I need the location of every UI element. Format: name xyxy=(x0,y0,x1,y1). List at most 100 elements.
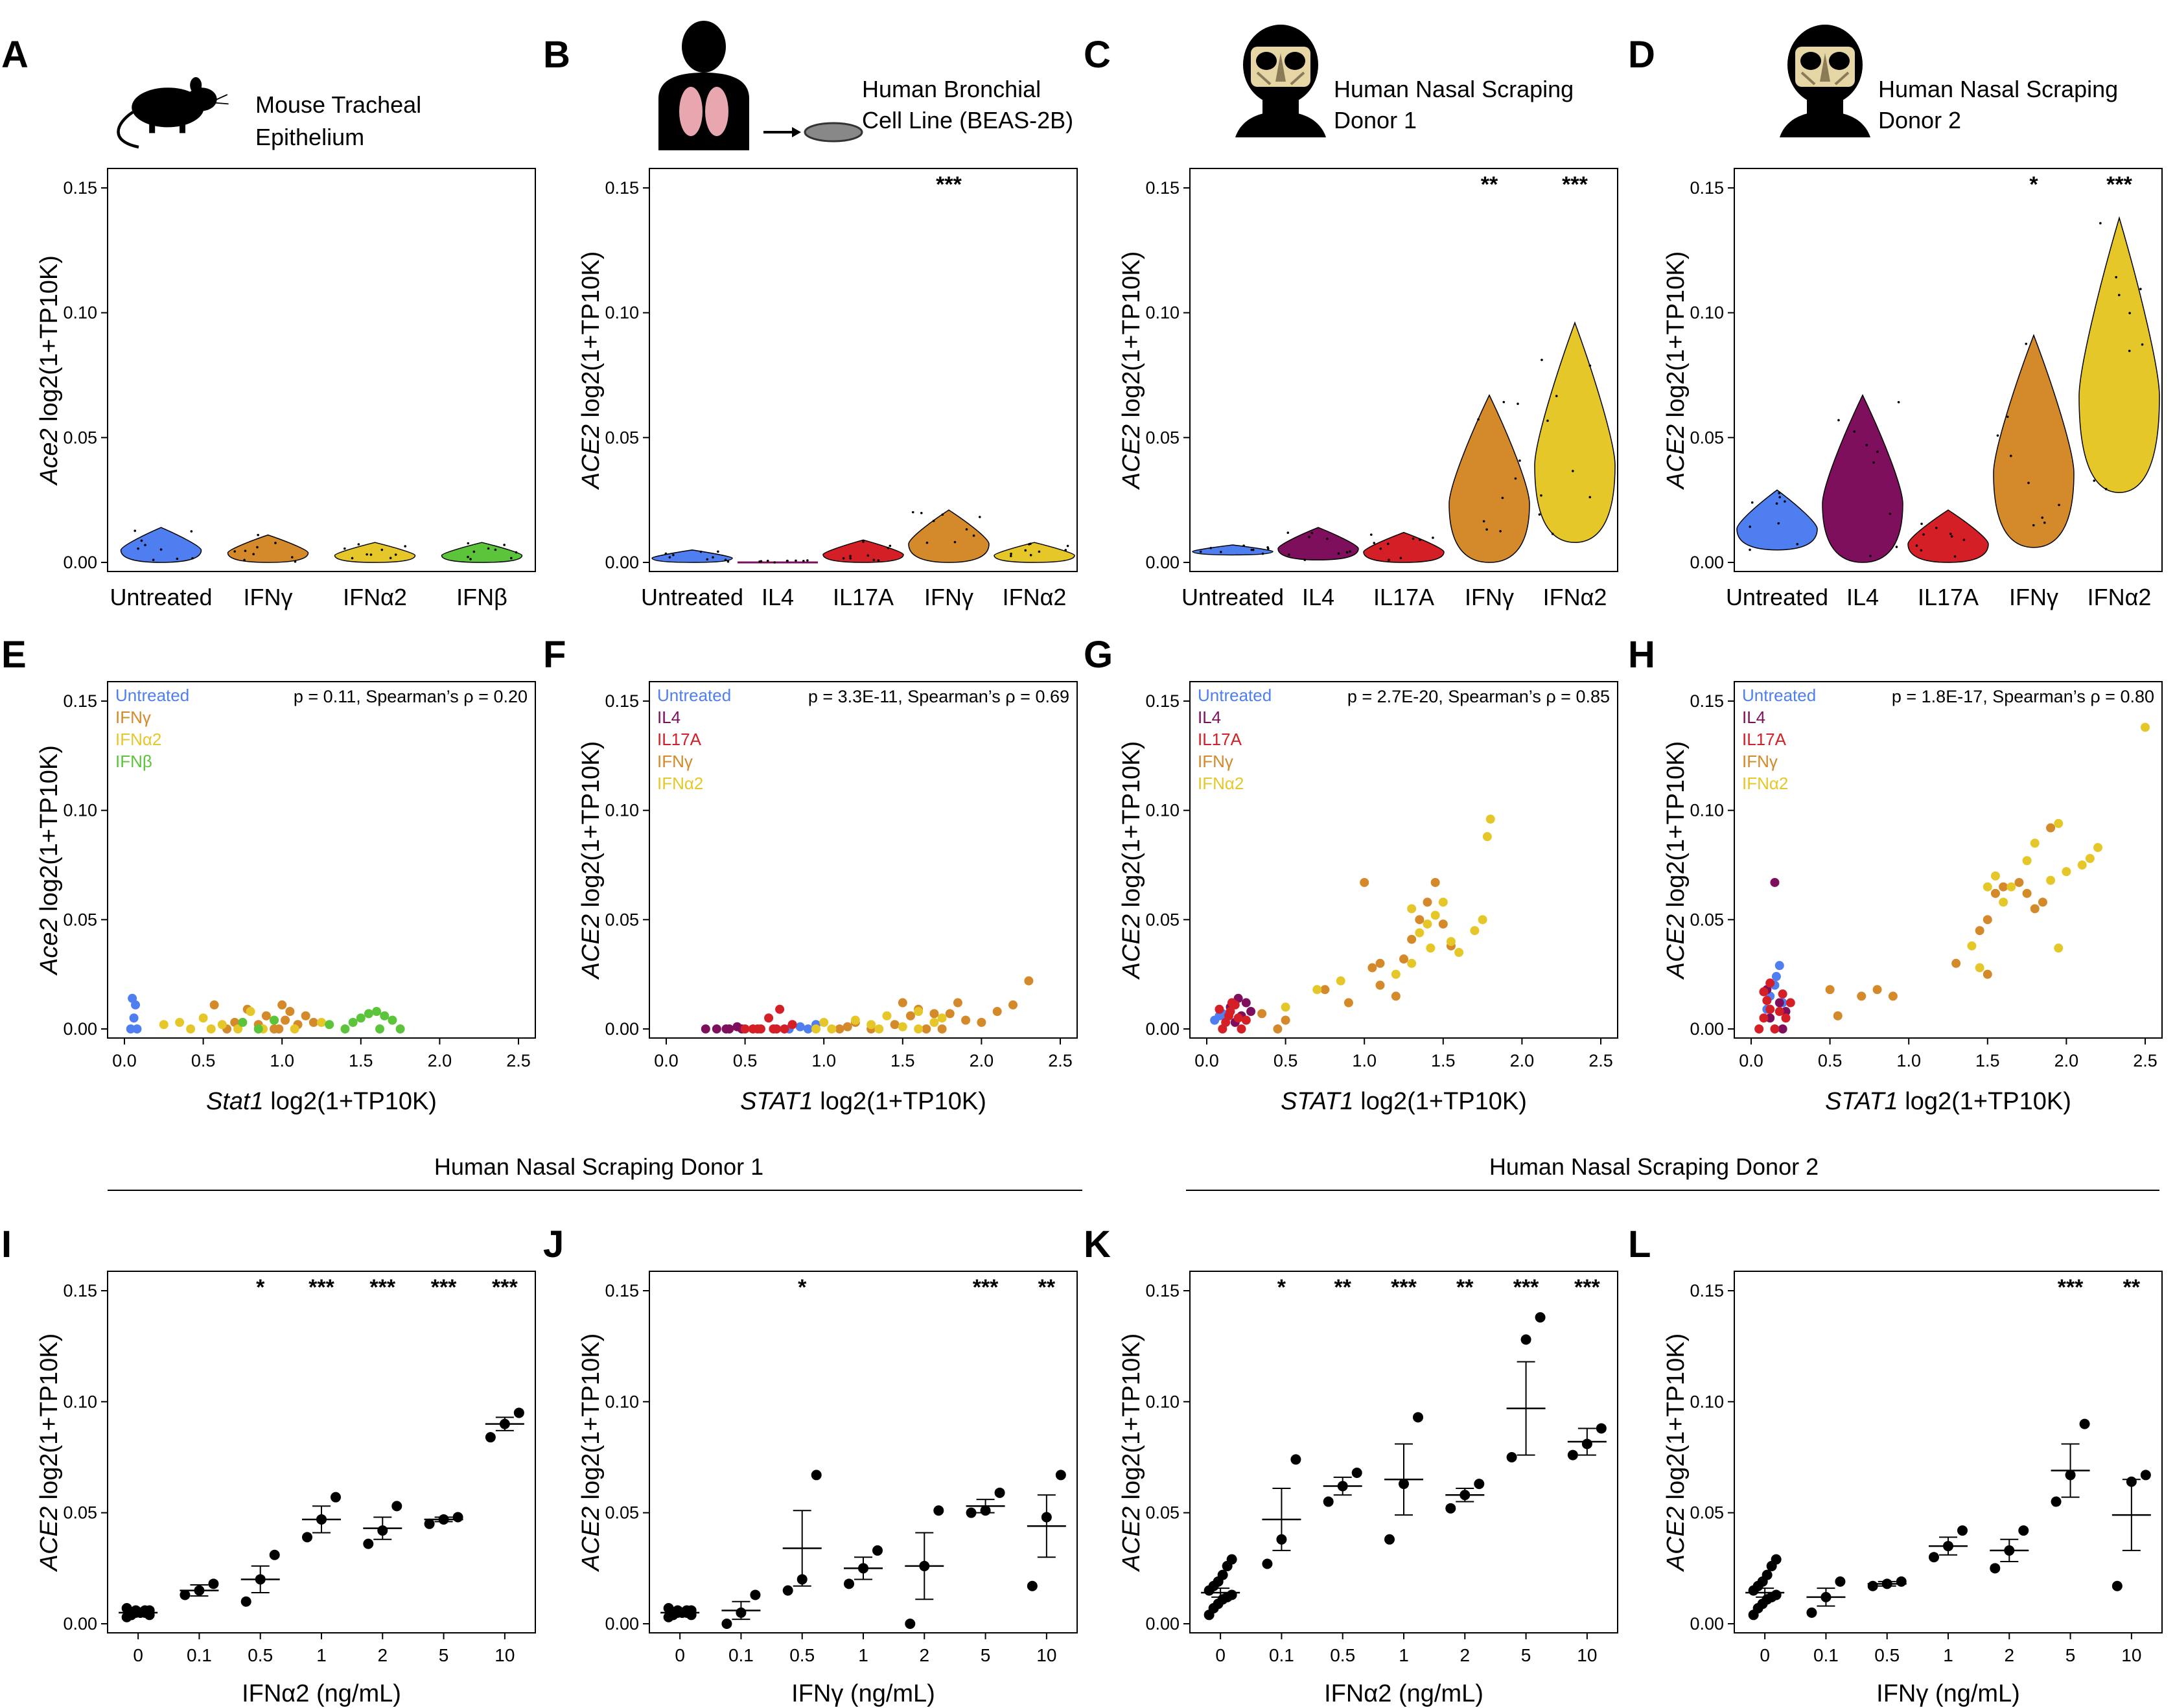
panel-I-replicate-point xyxy=(331,1492,341,1503)
panel-B-cell-dot xyxy=(965,528,968,531)
panel-B-violin xyxy=(651,549,733,563)
panel-C-violin xyxy=(1448,394,1530,563)
panel-G-y-axis-label: ACE2 log2(1+TP10K) xyxy=(1118,741,1145,980)
panel-C-category-label: Untreated xyxy=(1181,584,1284,610)
panel-H-legend-entry: IFNγ xyxy=(1742,752,1778,771)
panel-G-point xyxy=(1320,985,1330,995)
panel-A-cell-dot xyxy=(494,548,497,551)
panel-C-cell-dot xyxy=(1499,530,1502,533)
panel-B-category-label: IFNγ xyxy=(924,584,973,610)
panel-C-cell-dot xyxy=(1572,470,1574,472)
panel-F-point xyxy=(835,1024,844,1033)
panel-B-cell-dot xyxy=(872,559,876,561)
panel-E-point xyxy=(131,1000,141,1010)
panel-A-cell-dot xyxy=(510,557,513,560)
panel-L-replicate-point xyxy=(2140,1470,2151,1481)
panel-K-replicate-point xyxy=(1262,1558,1273,1569)
panel-C-violin xyxy=(1534,321,1616,543)
panel-C-y-units: log2(1+TP10K) xyxy=(1118,251,1145,424)
panel-C-y-gene: ACE2 xyxy=(1118,424,1145,490)
panel-H-point xyxy=(1983,882,1992,892)
panel-H-point xyxy=(1781,1007,1791,1017)
panel-K-ytick-label: 0.05 xyxy=(1145,1503,1180,1523)
panel-H-legend-entry: Untreated xyxy=(1742,686,1816,705)
panel-I-category-label: 10 xyxy=(494,1645,515,1665)
panel-F-point xyxy=(787,1020,797,1030)
panel-L-replicate-point xyxy=(1990,1563,2001,1574)
panel-C-cell-dot xyxy=(1541,358,1543,362)
panel-H-point xyxy=(2038,897,2047,907)
panel-I-replicate-point xyxy=(452,1512,463,1523)
panel-D-y-axis-label: ACE2 log2(1+TP10K) xyxy=(1662,251,1690,490)
panel-G-point xyxy=(1241,1015,1251,1025)
panel-C-cell-dot xyxy=(1349,550,1351,553)
panel-K-significance: *** xyxy=(1574,1275,1600,1300)
panel-I-replicate-point xyxy=(424,1518,435,1529)
panel-G-point xyxy=(1241,998,1251,1008)
panel-A-cell-dot xyxy=(404,545,406,548)
panel-H-point xyxy=(1975,963,1984,973)
panel-E-y-gene: Ace2 xyxy=(36,918,63,976)
panel-F-legend-entry: IFNγ xyxy=(657,752,693,771)
panel-D-cell-dot xyxy=(1872,461,1875,464)
panel-I-category-label: 0 xyxy=(133,1645,143,1665)
panel-E-point xyxy=(217,1020,227,1030)
panel-J-replicate-point xyxy=(782,1585,793,1596)
panel-H-point xyxy=(1872,985,1882,995)
panel-G-point xyxy=(1273,1024,1283,1033)
panel-F-xtick-label: 2.0 xyxy=(970,1051,994,1070)
panel-D-cell-dot xyxy=(1778,492,1781,494)
panel-C-title-line: Donor 1 xyxy=(1334,107,1417,133)
panel-F-stat-annotation: p = 3.3E-11, Spearman’s ρ = 0.69 xyxy=(808,687,1069,706)
panel-E-xtick-label: 1.0 xyxy=(270,1051,294,1070)
panel-A-cell-dot xyxy=(469,558,472,560)
panel-J-significance: * xyxy=(798,1275,807,1300)
panel-F-point xyxy=(945,1009,955,1019)
panel-J-significance: *** xyxy=(973,1275,999,1300)
panel-J-category-label: 1 xyxy=(858,1645,868,1665)
panel-A-cell-dot xyxy=(351,557,354,560)
panel-H-x-gene: STAT1 xyxy=(1825,1088,1898,1115)
panel-E-point xyxy=(175,1017,185,1027)
panel-C-ytick-label: 0.10 xyxy=(1145,303,1180,323)
panel-D-cell-dot xyxy=(2043,521,2046,524)
panel-E-point xyxy=(290,1024,299,1033)
panel-E-point xyxy=(159,1020,169,1030)
panel-H-point xyxy=(2077,860,2087,870)
panel-A-cell-dot xyxy=(159,548,163,551)
panel-A-cell-dot xyxy=(343,547,346,550)
panel-D-cell-dot xyxy=(2032,524,2035,527)
panel-L-ytick-label: 0.05 xyxy=(1690,1503,1724,1523)
panel-G-point xyxy=(1430,877,1440,887)
panel-B-title-line: Human Bronchial xyxy=(862,76,1041,102)
panel-I-y-units: log2(1+TP10K) xyxy=(36,1333,63,1506)
panel-C-significance: *** xyxy=(1562,172,1588,197)
panel-E-point xyxy=(238,1017,248,1027)
panel-F-point xyxy=(882,1011,892,1021)
panel-E-point xyxy=(198,1013,208,1023)
panel-G-y-gene: ACE2 xyxy=(1118,914,1145,980)
panel-F-point xyxy=(937,1013,947,1023)
panel-F-legend-entry: IL4 xyxy=(657,708,680,727)
panel-G-point xyxy=(1233,1013,1243,1023)
panel-G-xtick-label: 2.0 xyxy=(1510,1051,1535,1070)
panel-B-violin xyxy=(994,542,1075,563)
panel-H-point xyxy=(2046,875,2056,885)
head-sinus-icon xyxy=(1778,23,1872,139)
panel-H-point xyxy=(2054,943,2064,953)
panel-K-replicate-point xyxy=(1474,1479,1485,1490)
panel-L-category-label: 10 xyxy=(2121,1645,2141,1665)
panel-D-category-label: IFNα2 xyxy=(2088,584,2152,610)
panel-C-cell-dot xyxy=(1538,513,1541,516)
panel-G-y-units: log2(1+TP10K) xyxy=(1118,741,1145,914)
panel-A-cell-dot xyxy=(472,550,476,553)
panel-E-point xyxy=(301,1011,310,1021)
panel-E-point xyxy=(274,1024,284,1033)
panel-G-plot-frame xyxy=(1189,681,1618,1039)
panel-C-cell-dot xyxy=(1345,551,1349,554)
panel-D-ytick-label: 0.05 xyxy=(1690,428,1724,447)
panel-letter-L: L xyxy=(1628,1223,1651,1265)
panel-F-x-axis-label: STAT1 log2(1+TP10K) xyxy=(740,1088,986,1115)
panel-G-point xyxy=(1423,897,1432,907)
panel-E-point xyxy=(372,1007,382,1017)
